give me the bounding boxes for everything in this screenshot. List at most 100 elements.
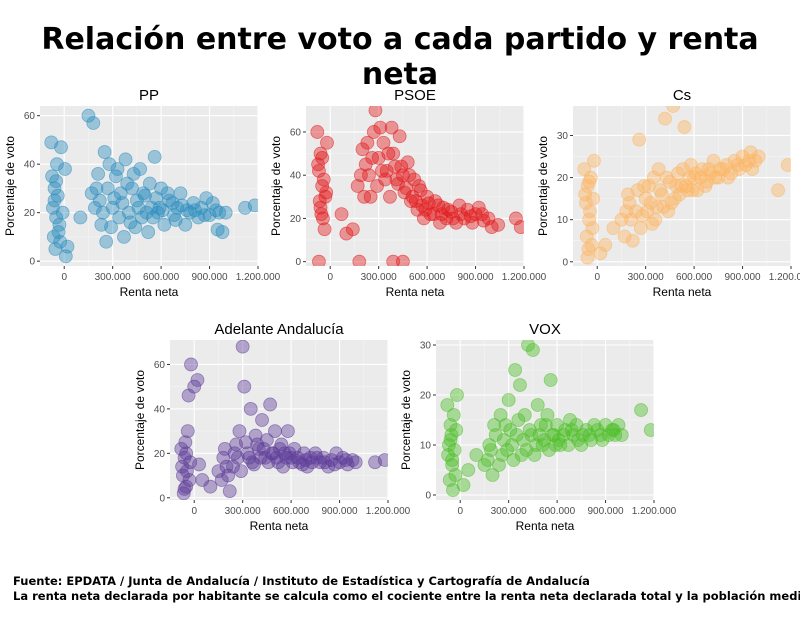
- scatter-point: [71, 85, 84, 98]
- scatter-point: [711, 170, 726, 185]
- scatter-point: [221, 468, 236, 483]
- scatter-point: [243, 401, 258, 416]
- scatter-point: [282, 446, 297, 461]
- scatter-point: [146, 210, 160, 225]
- x-tick-label: 600.000: [676, 272, 713, 283]
- scatter-point: [360, 135, 375, 150]
- scatter-point: [377, 453, 388, 467]
- y-tick-label: 60: [24, 111, 36, 122]
- scatter-point: [530, 398, 545, 412]
- scatter-point: [215, 225, 230, 239]
- scatter-point: [222, 484, 237, 499]
- method-note: La renta neta declarada por habitante se…: [13, 589, 800, 603]
- scatter-point: [373, 120, 388, 135]
- scatter-point: [394, 159, 409, 174]
- panel-4: 0 300.000 600.000 900.000 1.200.000 0 20 40 60 Re…: [133, 321, 411, 533]
- scatter-point: [501, 393, 516, 407]
- scatter-point: [485, 468, 500, 482]
- y-axis-title: Porcentaje de voto: [399, 370, 413, 470]
- scatter-point: [513, 378, 527, 392]
- scatter-point: [743, 145, 758, 160]
- scatter-point: [614, 212, 629, 227]
- scatter-point: [117, 230, 131, 244]
- y-tick-label: 40: [24, 160, 36, 171]
- scatter-point: [310, 450, 324, 465]
- x-tick-label: 900.000: [457, 272, 494, 283]
- scatter-point: [448, 468, 463, 482]
- scatter-point: [245, 455, 260, 470]
- scatter-point: [226, 459, 240, 474]
- scatter-point: [441, 202, 456, 217]
- x-tick-label: 0: [327, 272, 333, 283]
- scatter-point: [268, 424, 282, 439]
- scatter-point: [509, 211, 523, 226]
- y-tick-label: 60: [290, 127, 302, 138]
- scatter-point: [492, 458, 506, 472]
- scatter-point: [659, 170, 674, 185]
- scatter-point: [527, 448, 542, 462]
- scatter-point: [136, 186, 151, 201]
- scatter-point: [402, 168, 417, 183]
- panel-title: Cs: [673, 87, 691, 104]
- scatter-point: [54, 140, 68, 155]
- panel-background: [573, 106, 791, 266]
- scatter-point: [368, 106, 383, 118]
- scatter-point: [55, 205, 70, 220]
- scatter-point: [685, 183, 700, 198]
- scatter-point: [88, 200, 102, 215]
- scatter-point: [234, 464, 248, 479]
- scatter-point: [471, 200, 486, 215]
- scatter-point: [491, 218, 506, 232]
- scatter-point: [540, 408, 555, 422]
- x-tick-label: 600.000: [143, 272, 180, 283]
- scatter-point: [653, 183, 668, 198]
- scatter-point: [96, 205, 110, 220]
- x-axis-title: Renta neta: [250, 519, 309, 533]
- scatter-point: [138, 188, 152, 203]
- y-tick-label: 0: [295, 257, 301, 268]
- scatter-point: [386, 146, 401, 161]
- scatter-point: [658, 111, 672, 126]
- panel-3: 0 300.000 600.000 900.000 1.200.000 0 10 20 30 Re…: [536, 87, 800, 299]
- scatter-point: [608, 428, 623, 442]
- scatter-point: [315, 150, 330, 165]
- scatter-point: [584, 238, 599, 252]
- scatter-point: [543, 373, 558, 387]
- scatter-point: [664, 195, 679, 210]
- scatter-point: [205, 196, 220, 210]
- scatter-point: [713, 162, 727, 177]
- x-tick-label: 0: [457, 506, 463, 517]
- panel-title: VOX: [529, 321, 561, 338]
- y-axis-title: Porcentaje de voto: [133, 370, 147, 470]
- scatter-point: [53, 234, 68, 249]
- scatter-point: [123, 215, 138, 230]
- scatter-point: [370, 179, 384, 193]
- scatter-point: [280, 424, 295, 439]
- scatter-point: [534, 418, 548, 432]
- scatter-point: [84, 186, 99, 201]
- x-tick-label: 900.000: [321, 506, 358, 517]
- scatter-point: [634, 403, 648, 417]
- y-tick-label: 30: [420, 341, 432, 352]
- scatter-point: [49, 174, 64, 189]
- panel-background: [40, 106, 258, 266]
- scatter-point: [310, 125, 325, 139]
- scatter-point: [73, 210, 88, 225]
- scatter-point: [632, 132, 647, 147]
- scatter-point: [104, 220, 118, 235]
- scatter-point: [312, 254, 326, 266]
- scatter-point: [745, 162, 760, 177]
- scatter-point: [640, 204, 655, 219]
- x-tick-label: 1.200.000: [769, 272, 800, 283]
- scatter-point: [449, 423, 464, 437]
- scatter-point: [179, 446, 194, 461]
- scatter-point: [389, 172, 404, 187]
- y-axis-title: Porcentaje de voto: [3, 136, 17, 236]
- scatter-point: [48, 242, 63, 256]
- scatter-point: [183, 455, 198, 470]
- x-tick-label: 1.200.000: [502, 272, 547, 283]
- scatter-point: [317, 222, 332, 237]
- scatter-point: [482, 438, 497, 452]
- scatter-point: [677, 120, 692, 134]
